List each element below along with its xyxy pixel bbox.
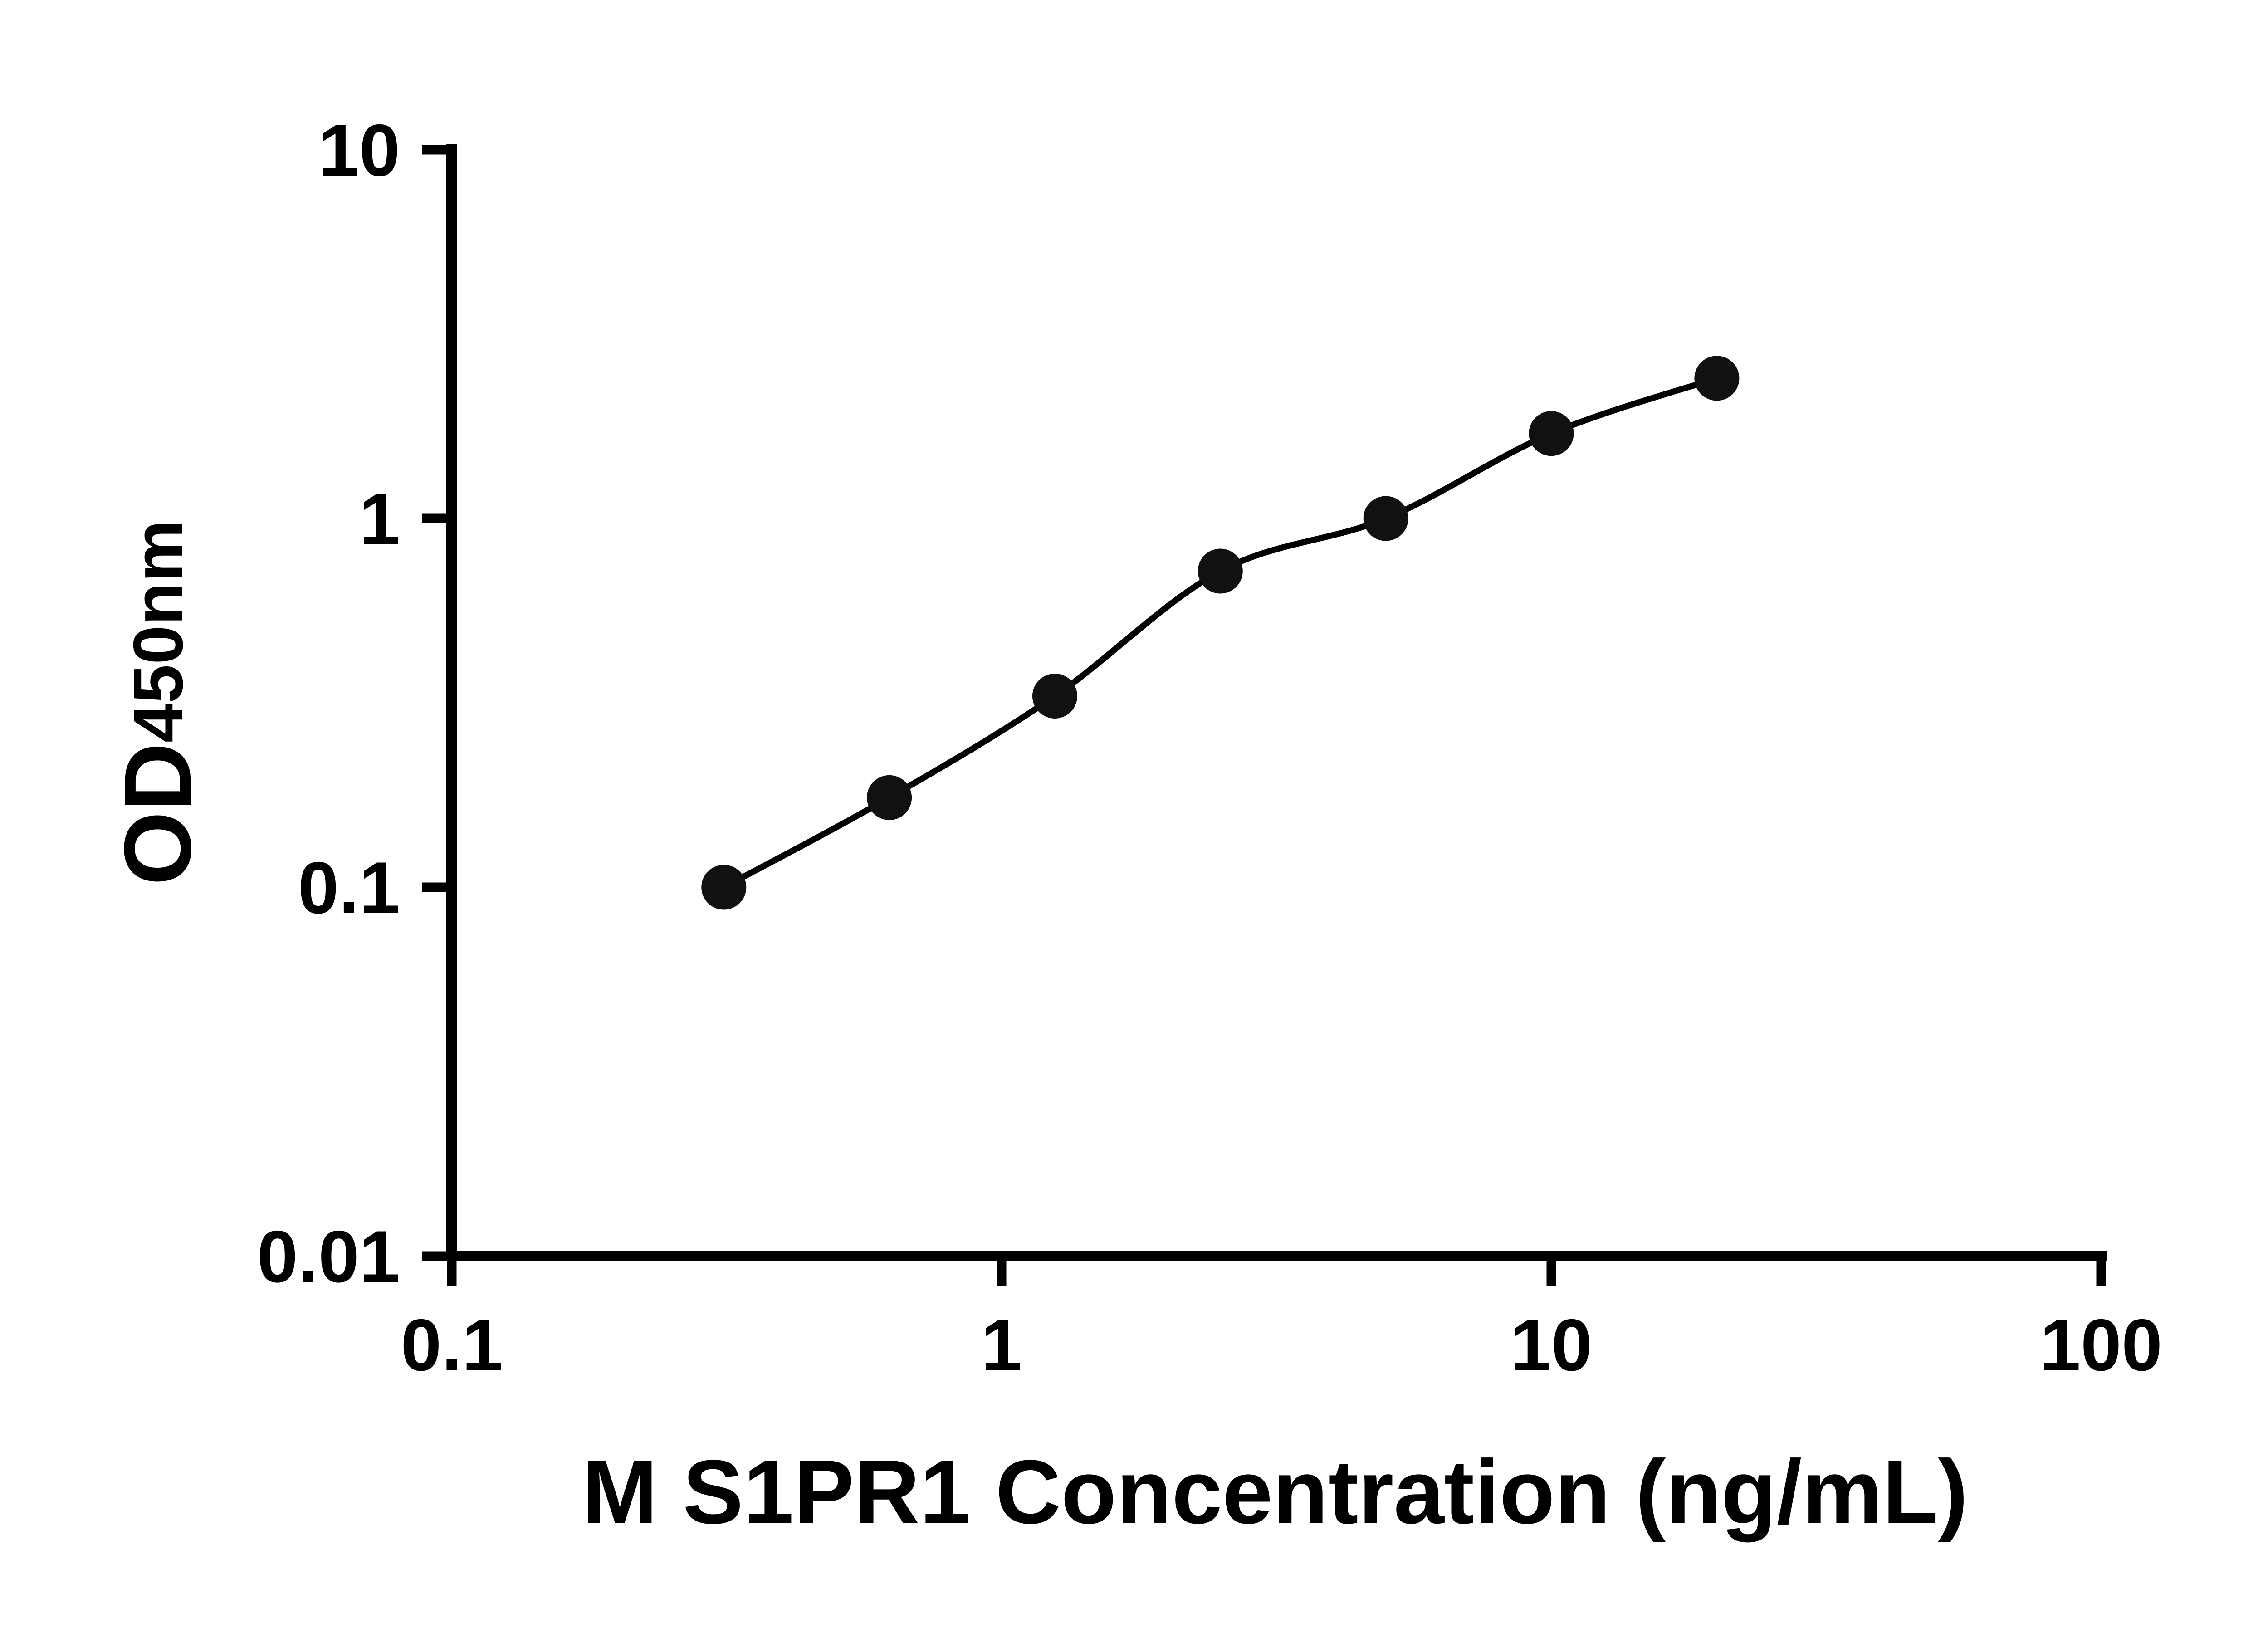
x-tick-label-1: 1 bbox=[981, 1304, 1022, 1386]
data-point-2 bbox=[1032, 673, 1077, 719]
y-axis-title-subscript: 450nm bbox=[118, 519, 197, 743]
data-point-6 bbox=[1694, 356, 1740, 401]
data-point-1 bbox=[867, 775, 912, 820]
y-tick-label-2: 1 bbox=[359, 478, 400, 560]
x-tick-label-0: 0.1 bbox=[401, 1304, 503, 1386]
y-axis-title: OD 450nm bbox=[104, 367, 211, 1038]
y-tick-label-1: 0.1 bbox=[298, 847, 400, 929]
data-point-3 bbox=[1198, 548, 1243, 594]
y-axis-title-main: OD bbox=[104, 743, 211, 886]
x-tick-label-2: 10 bbox=[1510, 1304, 1592, 1386]
x-axis-title: M S1PR1 Concentration (ng/mL) bbox=[582, 1442, 1968, 1543]
data-point-4 bbox=[1363, 496, 1408, 541]
y-tick-label-3: 10 bbox=[318, 109, 400, 191]
y-tick-label-0: 0.01 bbox=[257, 1216, 400, 1298]
data-point-0 bbox=[701, 865, 747, 910]
x-tick-label-3: 100 bbox=[2040, 1304, 2162, 1386]
data-point-5 bbox=[1529, 411, 1574, 456]
